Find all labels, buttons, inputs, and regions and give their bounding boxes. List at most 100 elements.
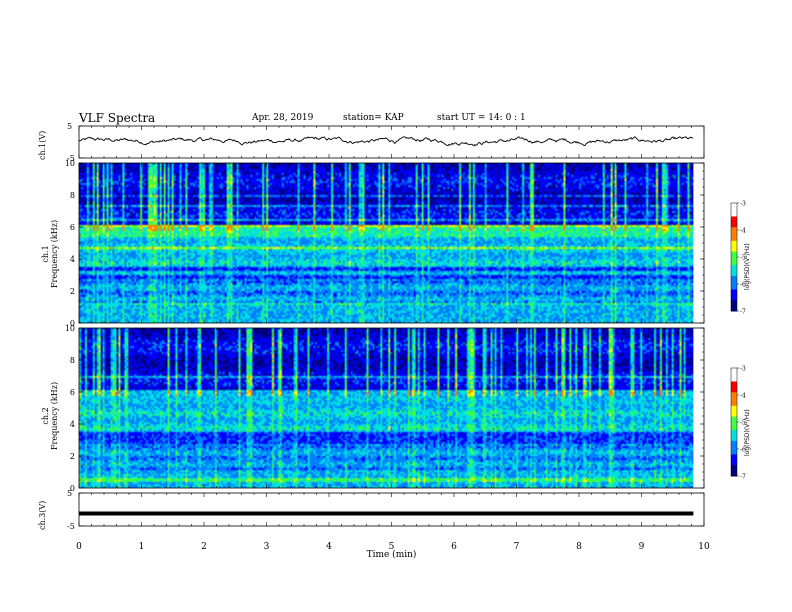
- colorbar-segment: [731, 281, 737, 285]
- colorbar-segment: [731, 235, 737, 239]
- colorbar-segment: [731, 424, 737, 428]
- y-tick-label: 4: [70, 420, 75, 429]
- y-tick-label-top: 5: [67, 122, 72, 131]
- x-tick-label: 10: [698, 542, 710, 552]
- colorbar-segment: [731, 248, 737, 253]
- colorbar-segment: [731, 381, 737, 385]
- colorbar-segment: [731, 270, 737, 274]
- colorbar-segment: [731, 221, 737, 226]
- colorbar-segment: [731, 286, 737, 290]
- ch1-spectrogram-panel: 0 2 4 6 8 10: [65, 159, 705, 328]
- ch1-trace: [78, 136, 694, 147]
- y-tick-label: 4: [70, 255, 75, 264]
- x-tick-label: 0: [76, 542, 82, 552]
- x-tick-label: 6: [451, 542, 457, 552]
- colorbar-tick-label: -3: [740, 201, 746, 208]
- colorbar-segment: [731, 203, 737, 207]
- y-tick-label: 6: [70, 223, 75, 232]
- colorbar-segment: [731, 254, 737, 258]
- colorbar-segment: [731, 449, 737, 453]
- date-label: Apr. 28, 2019: [252, 113, 314, 123]
- colorbar-ch2: -3 -4 -5 -6 -7: [730, 366, 746, 481]
- spectrogram-image: [79, 328, 694, 488]
- y-tick-label: 10: [65, 159, 75, 168]
- colorbar-segment: [731, 462, 737, 466]
- x-tick-label: 7: [514, 542, 520, 552]
- colorbar-segment: [731, 370, 737, 374]
- colorbar-tick-label: -3: [740, 366, 746, 373]
- colorbar-tick-label: -5: [740, 420, 746, 427]
- colorbar-tick-label: -4: [740, 228, 746, 235]
- colorbar-segment: [731, 473, 737, 477]
- colorbar-segment: [731, 273, 737, 277]
- colorbar-segment: [731, 227, 737, 231]
- ch3-waveform-panel: 5 -5: [67, 489, 705, 531]
- colorbar-segment: [731, 262, 737, 266]
- colorbar-segment: [731, 400, 737, 404]
- colorbar-segment: [731, 246, 737, 250]
- colorbar-segment: [731, 289, 737, 293]
- y-tick-label: 8: [70, 356, 75, 365]
- colorbar-segment: [731, 397, 737, 401]
- colorbar-segment: [731, 446, 737, 450]
- x-tick-label: 2: [201, 542, 207, 552]
- colorbar-ch1: -3 -4 -5 -6 -7: [730, 201, 746, 316]
- ch2-ylabel-channel: ch.2: [41, 407, 50, 425]
- y-tick-label: 10: [65, 324, 75, 333]
- y-tick-label: 0: [70, 484, 75, 493]
- colorbar-segment: [731, 392, 737, 396]
- ch1-ylabel-frequency: Frequency (kHz): [50, 219, 59, 288]
- colorbar-segment: [731, 373, 737, 377]
- colorbar-segment: [731, 208, 737, 212]
- ch1-spectrogram-ylabel: ch.1 Frequency (kHz): [41, 220, 59, 288]
- colorbar-segment: [731, 230, 737, 234]
- colorbar-segment: [731, 443, 737, 447]
- x-axis-label: Time (min): [367, 549, 417, 560]
- station-label: station= KAP: [343, 113, 404, 123]
- colorbar-segment: [731, 278, 737, 282]
- colorbar-segment: [731, 257, 737, 261]
- x-tick-label: 4: [326, 542, 332, 552]
- colorbar-tick-label: -5: [740, 255, 746, 262]
- ch1-waveform-ylabel: ch.1(V): [38, 130, 47, 160]
- y-tick-label: 0: [70, 319, 75, 328]
- colorbar-segment: [731, 216, 737, 220]
- colorbar-segment: [731, 403, 737, 407]
- colorbar-segment: [731, 422, 737, 426]
- ch2-spectrogram-ylabel: ch.2 Frequency (kHz): [41, 382, 59, 450]
- x-tick-label: 1: [139, 542, 145, 552]
- colorbar-ch1-label: log(PSD)(V²/Hz): [744, 243, 751, 290]
- colorbar-segment: [731, 457, 737, 461]
- y-tick-label: 2: [70, 287, 75, 296]
- colorbar-segment: [731, 213, 737, 217]
- x-tick-label: 5: [389, 542, 395, 552]
- ch3-waveform-ylabel: ch.3(V): [38, 500, 47, 530]
- colorbar-segment: [731, 389, 737, 393]
- x-tick-label: 8: [576, 542, 582, 552]
- colorbar-segment: [731, 300, 737, 304]
- colorbar-segment: [731, 232, 737, 236]
- y-tick-label: 2: [70, 452, 75, 461]
- colorbar-segment: [731, 302, 737, 307]
- colorbar-segment: [731, 432, 737, 436]
- colorbar-segment: [731, 305, 737, 309]
- ch1-waveform-panel: 5 -5: [67, 122, 705, 163]
- colorbar-segment: [731, 251, 737, 255]
- x-tick-label: 3: [264, 542, 270, 552]
- colorbar-segment: [731, 411, 737, 415]
- y-tick-label-top: 5: [67, 489, 72, 498]
- colorbar-segment: [731, 292, 737, 296]
- colorbar-segment: [731, 384, 737, 388]
- colorbar-segment: [731, 467, 737, 472]
- colorbar-segment: [731, 386, 737, 391]
- colorbar-segment: [731, 238, 737, 242]
- colorbar-segment: [731, 465, 737, 469]
- colorbar-segment: [731, 275, 737, 280]
- colorbar-segment: [731, 211, 737, 215]
- waveform-frame: [78, 492, 705, 527]
- colorbar-segment: [731, 259, 737, 263]
- colorbar-segment: [731, 224, 737, 228]
- colorbar-segment: [731, 376, 737, 380]
- colorbar-segment: [731, 297, 737, 301]
